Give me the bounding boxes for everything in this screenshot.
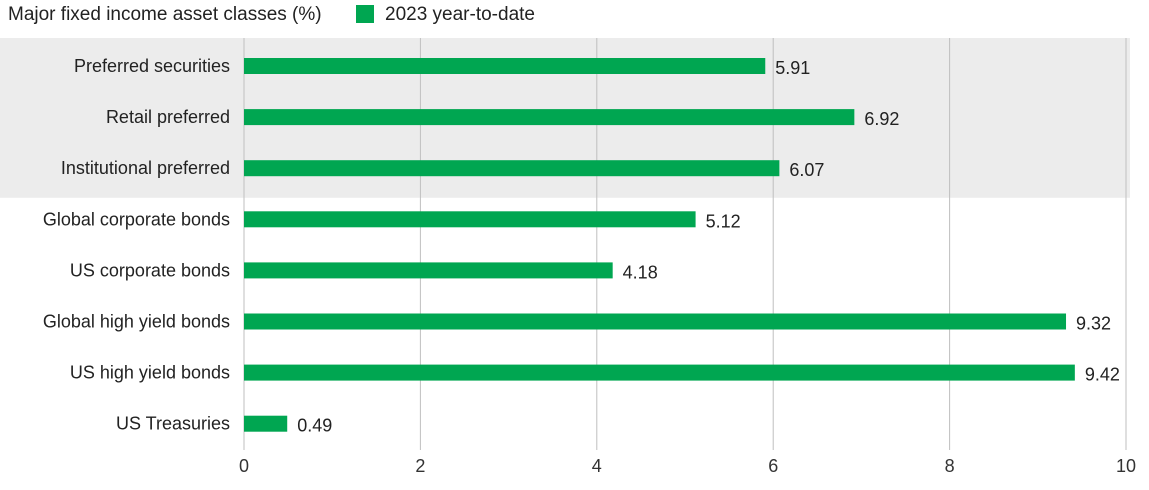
- category-label: US Treasuries: [116, 414, 230, 434]
- value-label: 9.32: [1076, 314, 1111, 334]
- bar: [244, 364, 1075, 381]
- value-label: 0.49: [297, 416, 332, 436]
- bar: [244, 211, 696, 228]
- bar: [244, 262, 613, 279]
- x-tick-label: 6: [768, 456, 778, 476]
- category-label: Preferred securities: [74, 56, 230, 76]
- x-tick-label: 8: [945, 456, 955, 476]
- labels: 0 2 4 6 8 10 Preferred securities 5.91 Retail pr…: [43, 56, 1136, 476]
- chart-title: Major fixed income asset classes (%): [8, 4, 322, 25]
- legend-label: 2023 year-to-date: [385, 4, 535, 25]
- category-label: Global corporate bonds: [43, 209, 230, 229]
- category-label: Institutional preferred: [61, 158, 230, 178]
- bar: [244, 160, 780, 177]
- x-tick-label: 10: [1116, 456, 1136, 476]
- category-label: US high yield bonds: [70, 363, 230, 383]
- legend-swatch: [356, 5, 374, 23]
- bar: [244, 313, 1067, 330]
- x-tick-label: 0: [239, 456, 249, 476]
- value-label: 6.07: [789, 160, 824, 180]
- category-label: US corporate bonds: [70, 260, 230, 280]
- bar: [244, 109, 855, 126]
- bars: [244, 58, 1075, 432]
- category-label: Retail preferred: [106, 107, 230, 127]
- value-label: 5.91: [775, 58, 810, 78]
- grid-lines: [243, 38, 1127, 450]
- value-label: 6.92: [864, 109, 899, 129]
- value-label: 5.12: [706, 211, 741, 231]
- value-label: 9.42: [1085, 365, 1120, 385]
- x-tick-label: 2: [415, 456, 425, 476]
- category-label: Global high yield bonds: [43, 312, 230, 332]
- bar: [244, 415, 288, 432]
- x-tick-label: 4: [592, 456, 602, 476]
- value-label: 4.18: [623, 262, 658, 282]
- bar: [244, 58, 766, 74]
